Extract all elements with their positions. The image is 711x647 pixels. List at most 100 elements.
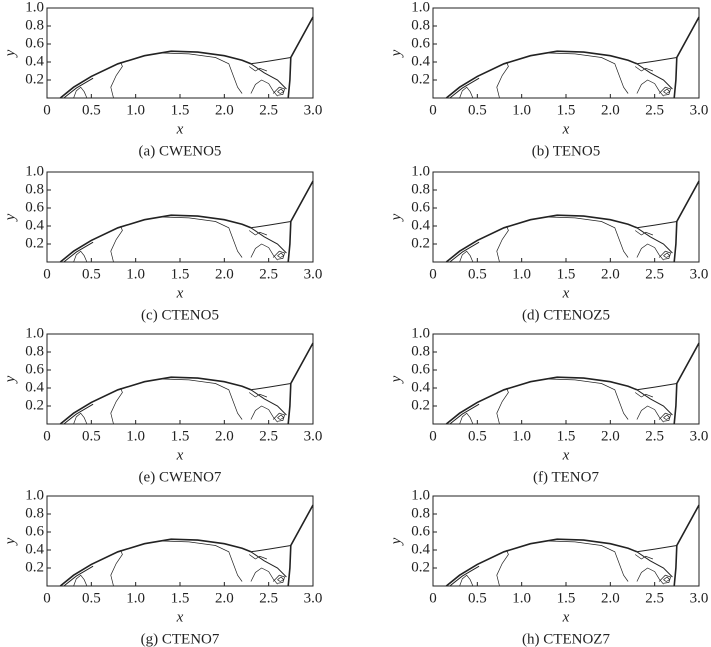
y-axis-label: y (2, 213, 18, 222)
contour-line (636, 227, 673, 254)
x-tick-label: 2.5 (645, 266, 664, 282)
y-tick-label: 0.6 (25, 199, 44, 215)
contour-line (673, 504, 700, 587)
x-tick-label: 2.0 (601, 428, 620, 444)
y-tick-label: 0.4 (411, 541, 430, 557)
x-tick-label: 0.5 (468, 102, 487, 118)
y-tick-label: 0.2 (411, 559, 430, 575)
contour-line (250, 405, 278, 423)
y-tick-label: 0.4 (25, 53, 44, 69)
x-tick-label: 1.0 (126, 102, 145, 118)
caption: (d) CTENOZ5 (522, 307, 610, 323)
y-tick-label: 0.8 (25, 181, 44, 197)
contour-line (636, 551, 673, 578)
y-tick-label: 0.2 (411, 235, 430, 251)
contour-line (445, 376, 638, 425)
x-axis-label: x (562, 609, 570, 625)
x-tick-label: 0.5 (82, 102, 101, 118)
contour-line (73, 574, 88, 587)
y-tick-label: 0.4 (25, 217, 44, 233)
x-tick-label: 3.0 (690, 102, 709, 118)
contour-line (250, 221, 291, 229)
y-tick-label: 0.8 (411, 17, 430, 33)
contour-line (272, 250, 286, 260)
contour-line (459, 250, 474, 263)
y-tick-label: 0.2 (25, 235, 44, 251)
x-tick-label: 0 (43, 266, 51, 282)
y-tick-label: 1.0 (25, 325, 44, 341)
contour-line (449, 403, 480, 425)
x-tick-label: 1.5 (557, 102, 576, 118)
contour-line (449, 565, 480, 587)
y-tick-label: 0.2 (25, 559, 44, 575)
y-axis-label: y (388, 375, 404, 384)
contour-line (459, 412, 474, 425)
contour-line (636, 243, 664, 261)
contour-line (548, 540, 629, 582)
y-tick-label: 0.2 (25, 71, 44, 87)
caption: (c) CTENO5 (141, 307, 219, 323)
contour-line (162, 540, 243, 582)
contour-line (277, 252, 285, 258)
x-tick-label: 2.5 (645, 428, 664, 444)
contour-line (59, 376, 252, 425)
contour-line (636, 79, 664, 97)
x-tick-label: 1.5 (171, 590, 190, 606)
contour-line (459, 574, 474, 587)
contour-line (110, 387, 123, 425)
contour-line (673, 180, 700, 263)
y-tick-label: 0.6 (411, 523, 430, 539)
x-tick-label: 0.5 (82, 266, 101, 282)
contour-line (636, 63, 673, 90)
x-tick-label: 2.0 (601, 590, 620, 606)
x-tick-label: 3.0 (304, 428, 323, 444)
contour-line (287, 342, 314, 425)
y-tick-label: 0.8 (411, 505, 430, 521)
x-tick-label: 1.0 (126, 266, 145, 282)
contour-line (636, 389, 673, 416)
contour-line (250, 389, 287, 416)
contour-line (277, 576, 285, 582)
y-tick-label: 1.0 (25, 0, 44, 15)
y-tick-label: 0.6 (411, 199, 430, 215)
contour-line (634, 230, 654, 236)
x-tick-label: 0.5 (82, 428, 101, 444)
x-tick-label: 2.0 (601, 102, 620, 118)
x-tick-label: 3.0 (304, 266, 323, 282)
x-axis-label: x (562, 121, 570, 137)
contour-line (250, 551, 287, 578)
contour-line (548, 378, 629, 420)
contour-line (496, 387, 509, 425)
y-axis-label: y (388, 49, 404, 58)
x-axis-label: x (176, 447, 184, 463)
x-tick-label: 0 (43, 428, 51, 444)
contour-line (63, 565, 94, 587)
contour-line (73, 412, 88, 425)
contour-line (63, 241, 94, 263)
contour-line (658, 250, 672, 260)
y-tick-label: 0.8 (25, 505, 44, 521)
contour-line (248, 66, 268, 72)
contour-line (59, 538, 252, 587)
contour-line (272, 574, 286, 584)
contour-line (110, 61, 123, 99)
contour-line (162, 52, 243, 94)
x-tick-label: 2.0 (215, 102, 234, 118)
x-tick-label: 2.5 (259, 102, 278, 118)
contour-line (548, 216, 629, 258)
contour-line (636, 567, 664, 585)
x-tick-label: 0 (429, 266, 437, 282)
x-tick-label: 3.0 (304, 102, 323, 118)
plot-frame (432, 495, 700, 587)
contour-line (445, 214, 638, 263)
contour-line (250, 545, 291, 553)
contour-line (250, 567, 278, 585)
contour-line (496, 549, 509, 587)
caption: (a) CWENO5 (139, 143, 222, 159)
contour-line (636, 545, 677, 553)
y-tick-label: 1.0 (411, 0, 430, 15)
caption: (f) TENO7 (533, 469, 599, 485)
y-tick-label: 1.0 (25, 487, 44, 503)
x-tick-label: 2.0 (601, 266, 620, 282)
